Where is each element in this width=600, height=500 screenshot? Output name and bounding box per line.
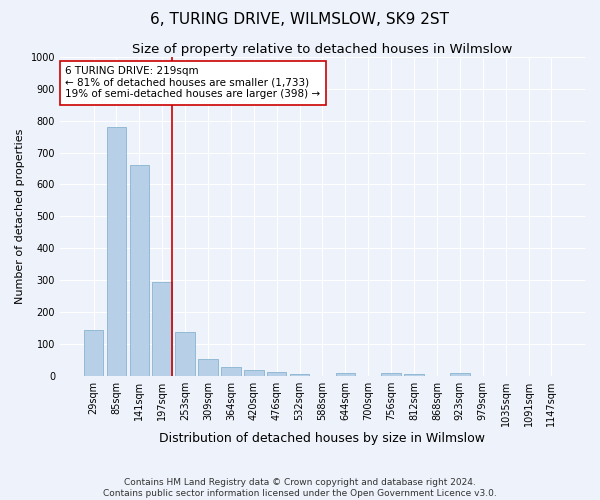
Bar [290, 374, 309, 376]
Bar [335, 373, 355, 376]
Bar [107, 127, 126, 376]
Text: Contains HM Land Registry data © Crown copyright and database right 2024.
Contai: Contains HM Land Registry data © Crown c… [103, 478, 497, 498]
Bar [84, 330, 103, 376]
Bar [267, 372, 286, 376]
Text: 6 TURING DRIVE: 219sqm
← 81% of detached houses are smaller (1,733)
19% of semi-: 6 TURING DRIVE: 219sqm ← 81% of detached… [65, 66, 320, 100]
Bar [221, 368, 241, 376]
Text: 6, TURING DRIVE, WILMSLOW, SK9 2ST: 6, TURING DRIVE, WILMSLOW, SK9 2ST [151, 12, 449, 28]
Bar [244, 370, 263, 376]
Bar [130, 166, 149, 376]
Bar [152, 282, 172, 376]
Y-axis label: Number of detached properties: Number of detached properties [15, 128, 25, 304]
Bar [175, 332, 195, 376]
Title: Size of property relative to detached houses in Wilmslow: Size of property relative to detached ho… [132, 42, 512, 56]
Bar [382, 373, 401, 376]
Bar [404, 374, 424, 376]
X-axis label: Distribution of detached houses by size in Wilmslow: Distribution of detached houses by size … [160, 432, 485, 445]
Bar [450, 373, 470, 376]
Bar [198, 358, 218, 376]
